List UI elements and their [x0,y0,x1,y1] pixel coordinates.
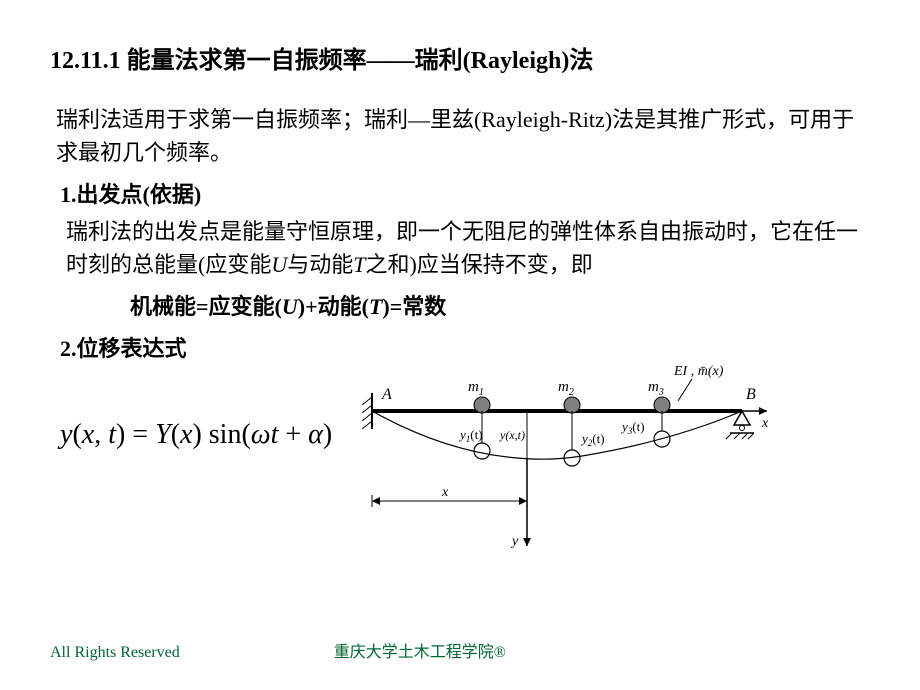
svg-text:y2(t): y2(t) [580,431,605,448]
var-u: U [282,294,298,319]
footer: All Rights Reserved 重庆大学土木工程学院® [50,638,870,662]
var-t: T [369,294,382,319]
label-y-axis: y [510,534,519,549]
var-t: T [353,252,365,277]
label-m2: m [558,379,569,395]
label-m1: m [468,379,479,395]
label-yxt: y(x,t) [499,428,525,442]
label-b: B [746,386,756,403]
label-ei: EI , m̄(x) [673,364,724,379]
eq-frag: )+动能( [298,294,369,319]
label-m1s: 1 [479,387,484,398]
footer-left: All Rights Reserved [50,644,180,662]
svg-text:m3: m3 [648,379,664,398]
label-y1t: (t) [470,427,482,442]
eq-frag: 机械能=应变能( [130,294,282,319]
label-y3t: (t) [632,419,644,434]
eq-frag: )=常数 [382,294,446,319]
text-frag: 之和)应当保持不变，即 [365,252,592,277]
label-x-axis: x [761,416,769,431]
label-y2t: (t) [592,431,604,446]
label-m2s: 2 [569,387,574,398]
svg-text:y1(t): y1(t) [458,427,483,444]
label-a: A [381,386,392,403]
text-frag: 与动能 [287,252,353,277]
svg-text:m1: m1 [468,379,484,398]
displacement-equation: y(x, t) = Y(x) sin(ωt + α) [60,419,332,451]
label-m3: m [648,379,659,395]
section-2-heading: 2.位移表达式 [60,331,870,363]
label-m3s: 3 [658,387,664,398]
section-title: 12.11.1 能量法求第一自振频率——瑞利(Rayleigh)法 [50,40,870,75]
paragraph-intro: 瑞利法适用于求第一自振频率；瑞利—里兹(Rayleigh-Ritz)法是其推广形… [56,103,870,169]
var-u: U [271,252,287,277]
beam-diagram: A B m1 m2 m3 EI , m̄(x) x y1(t) y2(t) y3… [342,361,772,561]
svg-text:y3(t): y3(t) [620,419,645,436]
footer-center: 重庆大学土木工程学院® [334,638,506,662]
svg-text:m2: m2 [558,379,574,398]
section-1-heading: 1.出发点(依据) [60,177,870,209]
label-dim-x: x [441,485,449,500]
paragraph-principle: 瑞利法的出发点是能量守恒原理，即一个无阻尼的弹性体系自由振动时，它在任一时刻的总… [66,215,870,281]
energy-equation: 机械能=应变能(U)+动能(T)=常数 [130,289,870,321]
